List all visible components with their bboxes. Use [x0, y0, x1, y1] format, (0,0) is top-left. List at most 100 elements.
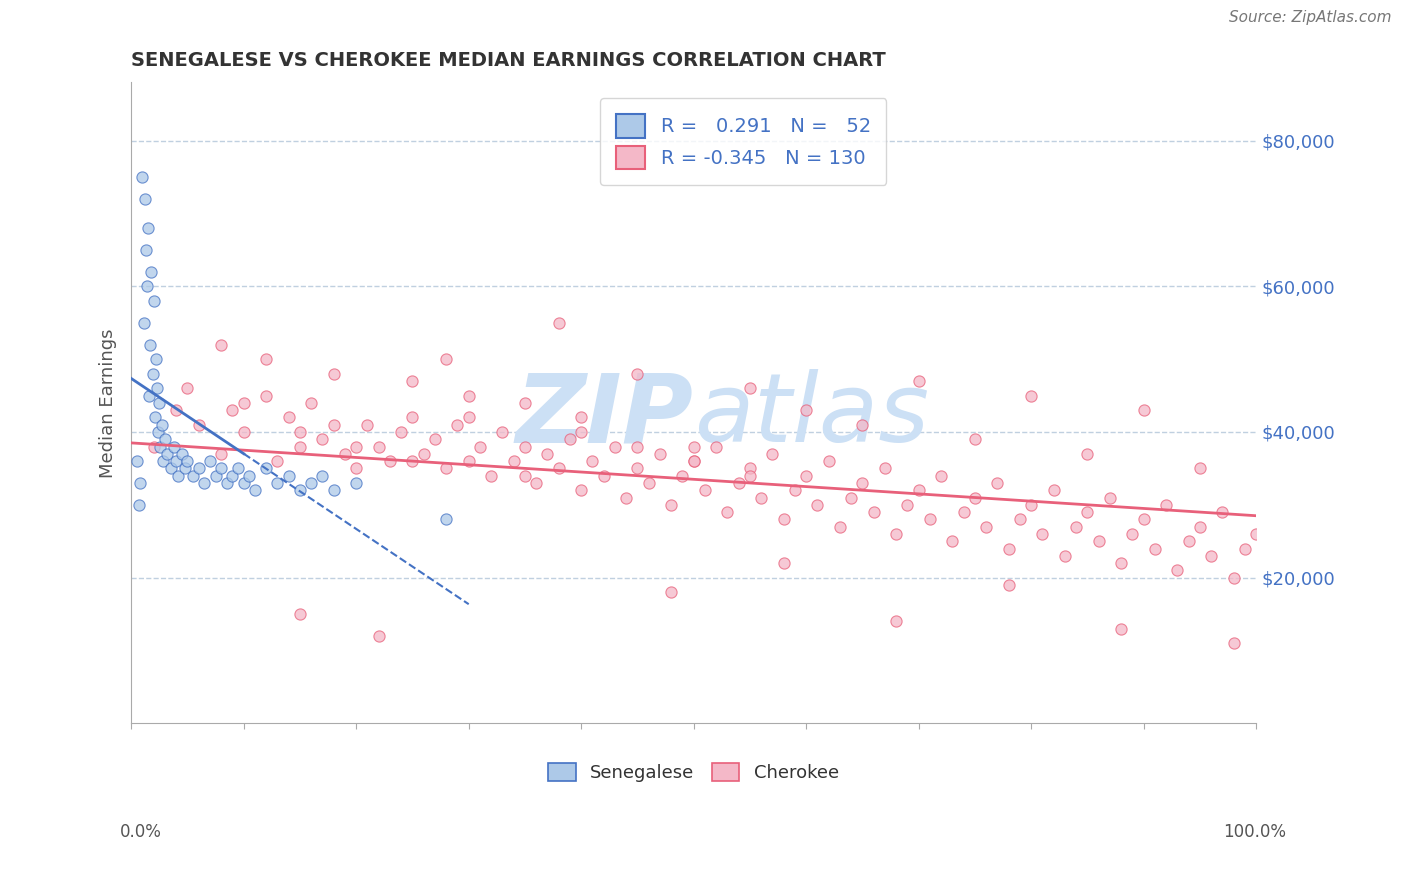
Point	[772, 512, 794, 526]
Point	[141, 265, 163, 279]
Point	[671, 468, 693, 483]
Point	[828, 519, 851, 533]
Point	[1031, 527, 1053, 541]
Point	[738, 468, 761, 483]
Point	[1121, 527, 1143, 541]
Point	[148, 396, 170, 410]
Point	[1109, 556, 1132, 570]
Point	[626, 461, 648, 475]
Point	[322, 417, 344, 432]
Point	[1064, 519, 1087, 533]
Point	[232, 475, 254, 490]
Point	[1166, 563, 1188, 577]
Point	[446, 417, 468, 432]
Point	[806, 498, 828, 512]
Point	[434, 352, 457, 367]
Text: SENEGALESE VS CHEROKEE MEDIAN EARNINGS CORRELATION CHART: SENEGALESE VS CHEROKEE MEDIAN EARNINGS C…	[131, 51, 886, 70]
Point	[299, 475, 322, 490]
Point	[839, 491, 862, 505]
Point	[862, 505, 884, 519]
Text: Source: ZipAtlas.com: Source: ZipAtlas.com	[1229, 11, 1392, 25]
Point	[401, 374, 423, 388]
Point	[128, 498, 150, 512]
Point	[716, 505, 738, 519]
Point	[1132, 512, 1154, 526]
Point	[401, 410, 423, 425]
Point	[626, 367, 648, 381]
Point	[333, 447, 356, 461]
Point	[165, 403, 187, 417]
Point	[794, 468, 817, 483]
Point	[738, 461, 761, 475]
Point	[412, 447, 434, 461]
Point	[457, 388, 479, 402]
Point	[851, 417, 873, 432]
Point	[322, 367, 344, 381]
Point	[1177, 534, 1199, 549]
Point	[156, 447, 179, 461]
Point	[165, 454, 187, 468]
Point	[648, 447, 671, 461]
Point	[502, 454, 524, 468]
Point	[1019, 498, 1042, 512]
Point	[749, 491, 772, 505]
Point	[136, 279, 159, 293]
Point	[401, 454, 423, 468]
Point	[215, 475, 238, 490]
Point	[136, 221, 159, 235]
Point	[170, 447, 193, 461]
Point	[536, 447, 558, 461]
Point	[152, 454, 174, 468]
Point	[547, 461, 569, 475]
Point	[221, 468, 243, 483]
Point	[221, 403, 243, 417]
Point	[569, 425, 592, 439]
Point	[181, 468, 204, 483]
Point	[704, 440, 727, 454]
Point	[153, 432, 176, 446]
Point	[682, 440, 704, 454]
Point	[434, 512, 457, 526]
Point	[143, 410, 166, 425]
Point	[209, 337, 232, 351]
Point	[457, 410, 479, 425]
Point	[149, 440, 172, 454]
Point	[896, 498, 918, 512]
Point	[738, 381, 761, 395]
Legend: Senegalese, Cherokee: Senegalese, Cherokee	[540, 754, 848, 791]
Point	[1042, 483, 1064, 498]
Point	[794, 403, 817, 417]
Point	[761, 447, 783, 461]
Point	[1076, 447, 1098, 461]
Point	[176, 454, 198, 468]
Point	[367, 629, 389, 643]
Point	[873, 461, 896, 475]
Point	[986, 475, 1008, 490]
Point	[817, 454, 839, 468]
Point	[614, 491, 637, 505]
Point	[142, 440, 165, 454]
Point	[997, 541, 1019, 556]
Point	[626, 440, 648, 454]
Point	[772, 556, 794, 570]
Point	[783, 483, 806, 498]
Point	[238, 468, 260, 483]
Point	[125, 454, 148, 468]
Point	[389, 425, 412, 439]
Point	[187, 417, 209, 432]
Point	[378, 454, 401, 468]
Point	[311, 468, 333, 483]
Point	[193, 475, 215, 490]
Point	[907, 374, 929, 388]
Point	[266, 454, 288, 468]
Point	[884, 615, 907, 629]
Point	[547, 316, 569, 330]
Point	[1019, 388, 1042, 402]
Point	[150, 417, 173, 432]
Point	[159, 461, 181, 475]
Point	[1233, 541, 1256, 556]
Point	[997, 578, 1019, 592]
Point	[693, 483, 716, 498]
Point	[146, 381, 169, 395]
Point	[243, 483, 266, 498]
